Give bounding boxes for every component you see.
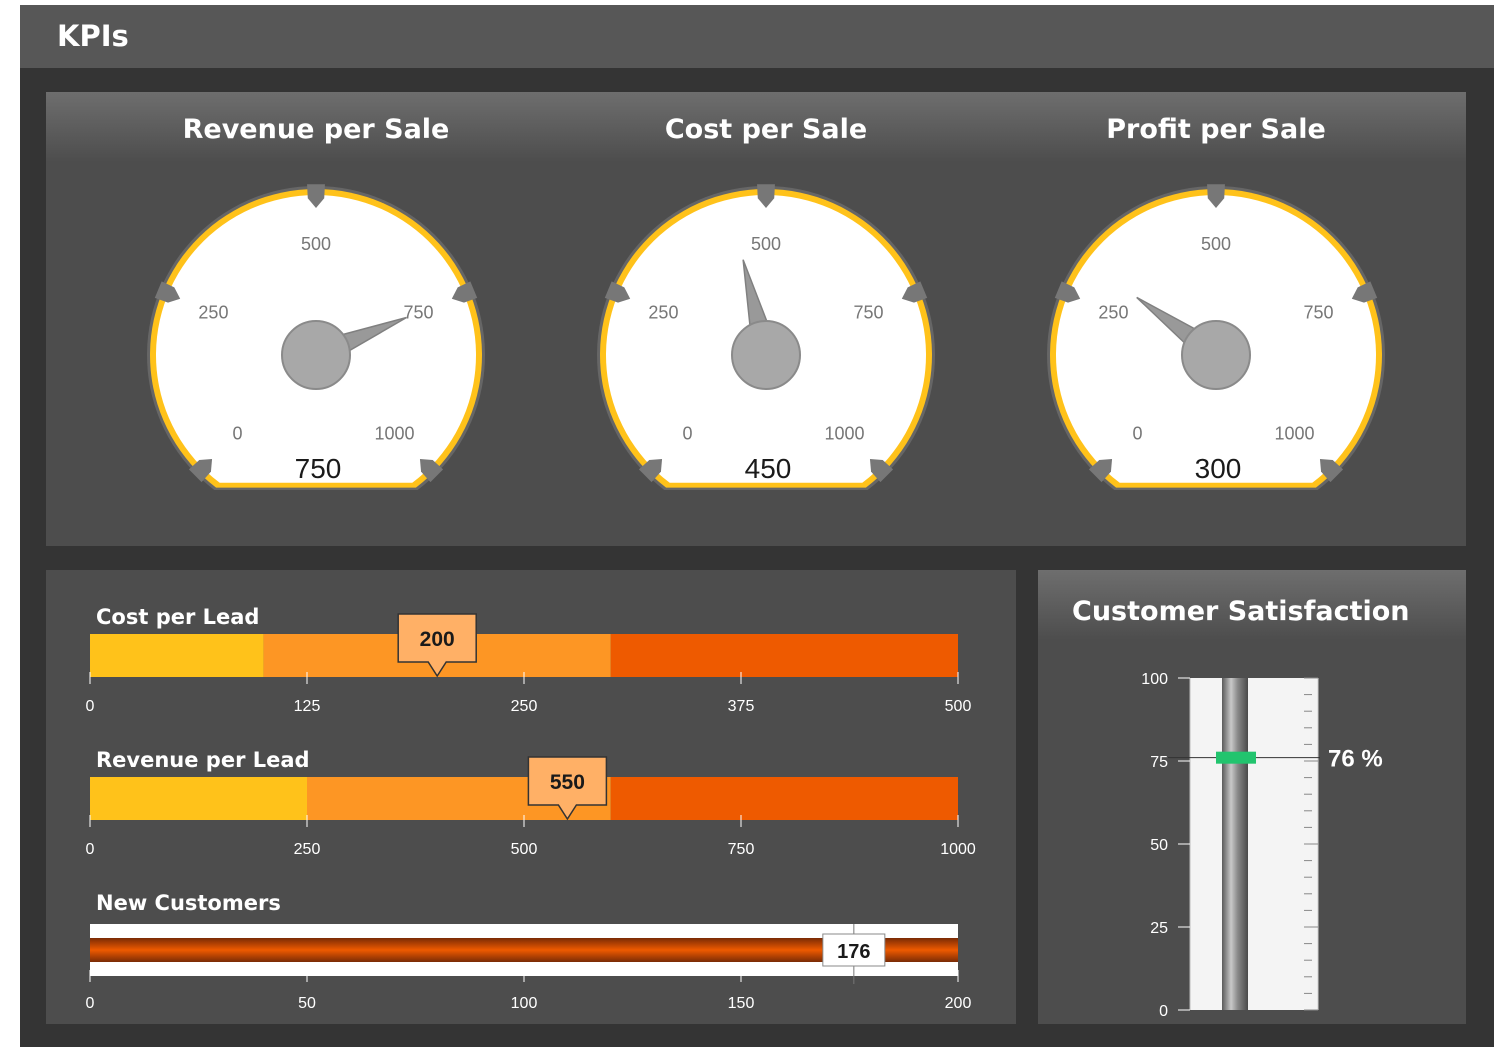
sale-gauges-panel: Revenue per Sale 0 250 500 750 1000 750 Cost pe… <box>46 92 1466 546</box>
gauge-tick-mark <box>1088 458 1113 483</box>
gauge-title: Cost per Sale <box>665 114 867 145</box>
gauge-tick-mark <box>604 281 631 303</box>
bullet-tick-label: 200 <box>945 995 972 1012</box>
bullet-value-label: 176 <box>837 941 870 963</box>
gauge-tick-mark <box>451 281 478 303</box>
page-title: KPIs <box>57 19 129 53</box>
bullet-tick-label: 750 <box>728 841 755 858</box>
satisfaction-marker <box>1216 751 1256 764</box>
bullet-tick-label: 0 <box>86 841 95 858</box>
satisfaction-tick-label: 50 <box>1150 837 1168 854</box>
gauge-title: Profit per Sale <box>1106 114 1326 145</box>
bullet-value-label: 550 <box>550 771 585 794</box>
satisfaction-tick-label: 0 <box>1159 1003 1168 1020</box>
gauge-tick-label: 750 <box>404 303 434 323</box>
gauge-tick-mark <box>419 458 444 483</box>
bullet-tick-label: 1000 <box>940 841 976 858</box>
bullet-tick-label: 150 <box>728 995 755 1012</box>
gauge-1: Cost per Sale 0 250 500 750 1000 450 <box>597 114 935 490</box>
gauge-title: Revenue per Sale <box>183 114 450 145</box>
bullet-value-callout <box>397 613 477 678</box>
bullet-1: Revenue per Lead 550 0 250 500 750 1000 <box>86 748 976 858</box>
gauge-value: 750 <box>295 453 342 484</box>
gauge-value: 450 <box>745 453 792 484</box>
gauge-tick-label: 250 <box>198 303 228 323</box>
satisfaction-tick-label: 75 <box>1150 754 1168 771</box>
bullet-value-label: 200 <box>420 628 455 651</box>
gauge-tick-label: 1000 <box>1274 423 1314 443</box>
gauge-tick-mark <box>757 184 775 208</box>
gauge-tick-label: 1000 <box>824 423 864 443</box>
gauge-hub <box>281 320 351 390</box>
satisfaction-title: Customer Satisfaction <box>1072 596 1410 627</box>
bullet-tick-label: 250 <box>294 841 321 858</box>
gauge-tick-mark <box>901 281 928 303</box>
satisfaction-tick-label: 25 <box>1150 920 1168 937</box>
bullet-band <box>90 777 307 820</box>
gauge-tick-label: 500 <box>751 234 781 254</box>
satisfaction-value-label: 76 % <box>1328 746 1383 773</box>
gauge-tick-label: 0 <box>233 423 243 443</box>
bullet-tick-label: 50 <box>298 995 316 1012</box>
bullet-2: New Customers 176 0 50 100 150 200 <box>86 891 972 1012</box>
bullet-tick-label: 125 <box>294 698 321 715</box>
gauge-tick-mark <box>1207 184 1225 208</box>
bullet-tick-label: 0 <box>86 698 95 715</box>
gauge-tick-mark <box>869 458 894 483</box>
bullet-title: Revenue per Lead <box>96 748 310 772</box>
gauge-tick-mark <box>638 458 663 483</box>
bullet-value-box <box>822 933 886 967</box>
satisfaction-panel: Customer Satisfaction 100 75 50 25 0 76 % <box>1038 570 1466 1024</box>
dashboard-frame: KPIs Revenue per Sale 0 250 500 750 1000 750 Co… <box>20 5 1494 1047</box>
bullet-bar <box>90 938 958 962</box>
gauge-tick-label: 750 <box>1304 303 1334 323</box>
header-bar: KPIs <box>20 5 1494 68</box>
gauge-tick-mark <box>307 184 325 208</box>
bullet-tick-label: 250 <box>511 698 538 715</box>
gauge-tick-label: 0 <box>1133 423 1143 443</box>
bullet-band <box>90 634 264 677</box>
bullet-band <box>610 634 958 677</box>
bullet-title: New Customers <box>96 891 281 915</box>
bullet-title: Cost per Lead <box>96 605 259 629</box>
gauge-tick-label: 500 <box>301 234 331 254</box>
gauge-tick-label: 750 <box>854 303 884 323</box>
gauge-tick-mark <box>188 458 213 483</box>
bullet-tick-label: 375 <box>728 698 755 715</box>
gauge-tick-label: 250 <box>648 303 678 323</box>
bullet-tick-label: 500 <box>945 698 972 715</box>
satisfaction-chart: Customer Satisfaction 100 75 50 25 0 76 % <box>1072 596 1410 1020</box>
gauge-tick-mark <box>1351 281 1378 303</box>
gauge-tick-label: 250 <box>1098 303 1128 323</box>
gauge-tick-label: 0 <box>683 423 693 443</box>
gauge-tick-label: 1000 <box>374 423 414 443</box>
gauge-2: Profit per Sale 0 250 500 750 1000 300 <box>1047 114 1385 490</box>
gauge-tick-mark <box>1319 458 1344 483</box>
bullet-tick-label: 0 <box>86 995 95 1012</box>
gauge-tick-label: 500 <box>1201 234 1231 254</box>
lead-bullets-panel: Cost per Lead 200 0 125 250 375 500 Revenue per… <box>46 570 1016 1024</box>
bullet-value-callout <box>527 756 608 821</box>
gauge-0: Revenue per Sale 0 250 500 750 1000 750 <box>147 114 486 490</box>
thermometer-tube <box>1222 678 1248 1010</box>
thermometer-body <box>1190 678 1318 1010</box>
gauge-value: 300 <box>1195 453 1242 484</box>
satisfaction-tick-label: 100 <box>1141 671 1168 688</box>
bullet-tick-label: 500 <box>511 841 538 858</box>
gauge-hub <box>731 320 801 390</box>
gauge-hub <box>1181 320 1251 390</box>
bullet-band <box>610 777 958 820</box>
gauge-tick-mark <box>1054 281 1081 303</box>
gauge-tick-mark <box>154 281 181 303</box>
bullet-tick-label: 100 <box>511 995 538 1012</box>
bullet-0: Cost per Lead 200 0 125 250 375 500 <box>86 605 972 715</box>
